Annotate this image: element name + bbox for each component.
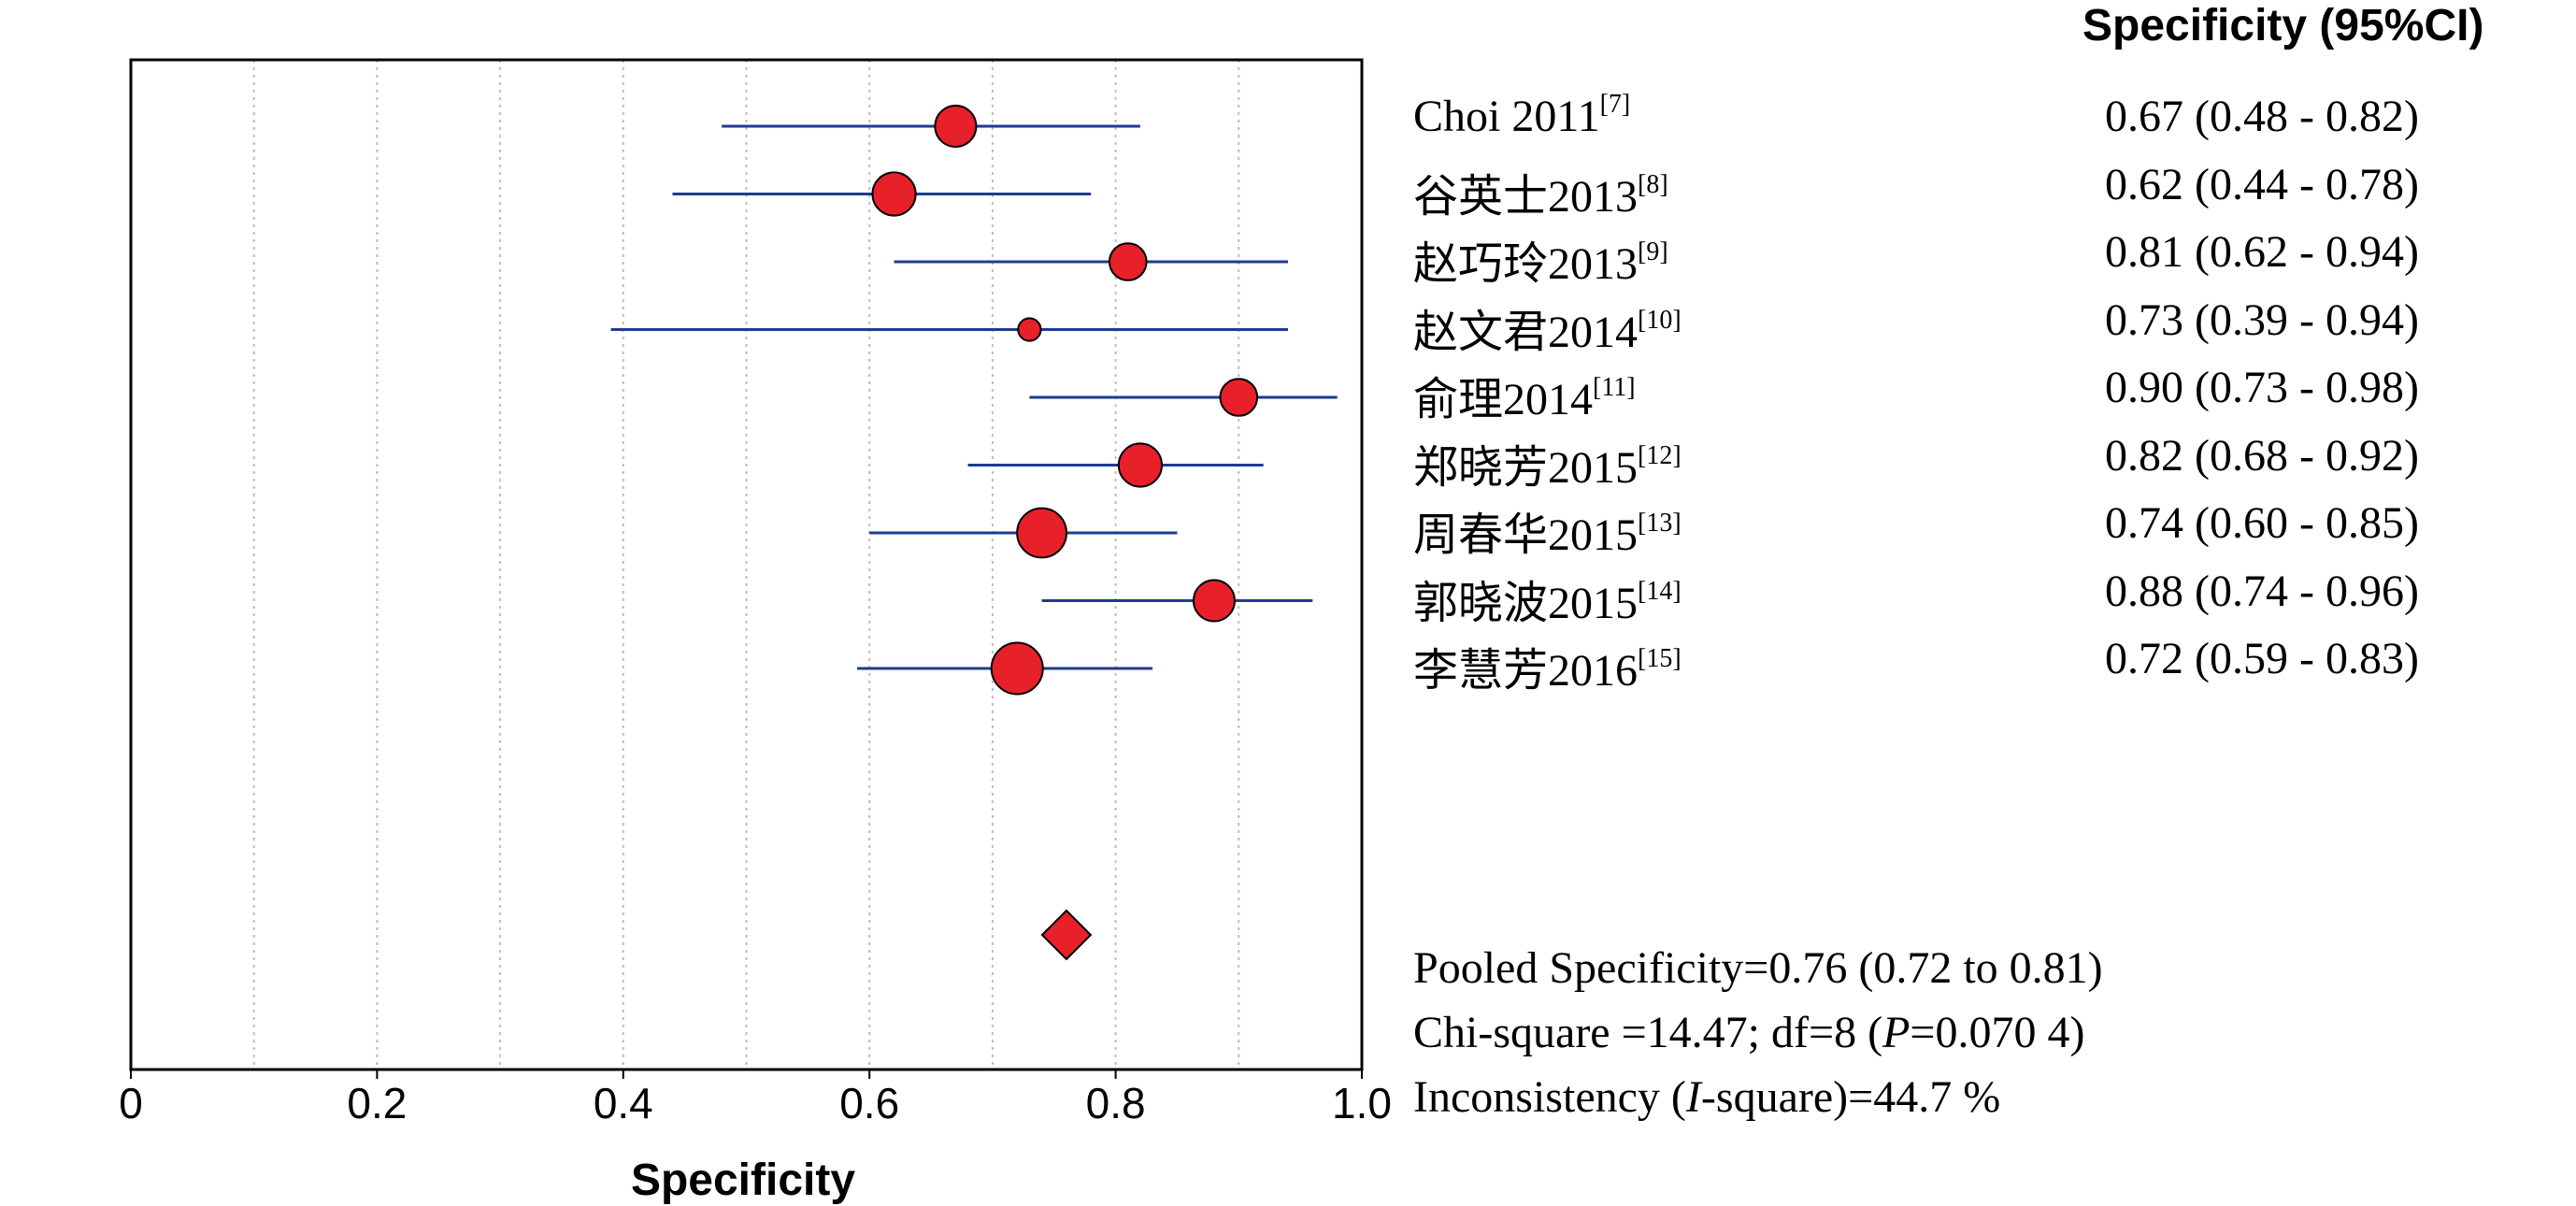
study-row: 赵巧玲2013[9] 0.81 (0.62 - 0.94) — [1413, 226, 2469, 294]
study-marker — [1017, 317, 1042, 342]
pooled-specificity-text: Pooled Specificity=0.76 (0.72 to 0.81) — [1413, 943, 2103, 993]
study-ci-value: 0.88 (0.74 - 0.96) — [2105, 566, 2419, 616]
x-tick-label: 1.0 — [1332, 1079, 1392, 1127]
study-row: 赵文君2014[10] 0.73 (0.39 - 0.94) — [1413, 294, 2469, 363]
x-tick-label: 0.6 — [839, 1079, 899, 1127]
study-ci-value: 0.90 (0.73 - 0.98) — [2105, 363, 2419, 412]
study-reference: [15] — [1638, 644, 1682, 673]
study-ci-value: 0.67 (0.48 - 0.82) — [2105, 92, 2419, 141]
study-name: 李慧芳2016 — [1413, 646, 1639, 696]
study-marker — [1192, 579, 1236, 623]
study-row: 周春华2015[13] 0.74 (0.60 - 0.85) — [1413, 497, 2469, 566]
study-ci-value: 0.62 (0.44 - 0.78) — [2105, 159, 2419, 209]
study-marker — [1016, 507, 1067, 559]
study-reference: [11] — [1593, 373, 1636, 402]
study-row: 谷英士2013[8] 0.62 (0.44 - 0.78) — [1413, 159, 2469, 227]
study-reference: [13] — [1638, 509, 1682, 538]
study-label: Choi 2011[7] — [1413, 91, 1630, 142]
chi-square-text: Chi-square =14.47; df=8 (P=0.070 4) — [1413, 1008, 2085, 1057]
study-marker — [871, 171, 917, 217]
study-ci-value: 0.82 (0.68 - 0.92) — [2105, 430, 2419, 481]
study-reference: [14] — [1638, 576, 1682, 606]
study-reference: [10] — [1638, 305, 1682, 335]
study-marker — [1219, 378, 1259, 417]
study-reference: [7] — [1599, 90, 1631, 119]
study-row: 李慧芳2016[15] 0.72 (0.59 - 0.83) — [1413, 633, 2469, 701]
study-marker — [1108, 242, 1148, 281]
study-reference: [12] — [1638, 440, 1682, 470]
study-reference: [9] — [1638, 237, 1668, 266]
study-name: 赵文君2014 — [1413, 307, 1639, 357]
study-label: 俞理2014[11] — [1413, 362, 1636, 427]
study-row: 俞理2014[11] 0.90 (0.73 - 0.98) — [1413, 362, 2469, 430]
x-tick-label: 0.4 — [594, 1079, 653, 1127]
study-marker — [1117, 442, 1164, 488]
study-name: 周春华2015 — [1413, 510, 1639, 560]
study-label: 赵文君2014[10] — [1413, 294, 1682, 360]
x-tick-label: 0.2 — [347, 1079, 407, 1127]
study-row: Choi 2011[7] 0.67 (0.48 - 0.82) — [1413, 91, 2469, 159]
study-rows: Choi 2011[7] 0.67 (0.48 - 0.82) 谷英士2013[8]… — [1413, 91, 2469, 701]
study-name: 郑晓芳2015 — [1413, 442, 1639, 493]
study-label: 郑晓芳2015[12] — [1413, 430, 1682, 495]
study-name: 俞理2014 — [1413, 375, 1594, 424]
study-label: 赵巧玲2013[9] — [1413, 226, 1668, 292]
grid-lines — [252, 60, 1240, 1070]
x-tick-label: 0.8 — [1086, 1079, 1146, 1127]
study-label: 谷英士2013[8] — [1413, 159, 1668, 224]
study-name: Choi 2011 — [1413, 92, 1600, 141]
pooled-diamond — [1040, 909, 1093, 961]
study-ci-value: 0.73 (0.39 - 0.94) — [2105, 294, 2419, 345]
study-ci-value: 0.81 (0.62 - 0.94) — [2105, 227, 2419, 277]
ci-column-header: Specificity (95%CI) — [2082, 1, 2484, 50]
x-axis-label: Specificity — [631, 1156, 855, 1205]
study-name: 赵巧玲2013 — [1413, 239, 1639, 289]
plot-frame — [129, 58, 1364, 1071]
study-row: 郑晓芳2015[12] 0.82 (0.68 - 0.92) — [1413, 430, 2469, 498]
study-marker — [990, 641, 1044, 696]
inconsistency-text: Inconsistency (I-square)=44.7 % — [1413, 1072, 2001, 1122]
study-label: 郭晓波2015[14] — [1413, 566, 1682, 631]
study-label: 李慧芳2016[15] — [1413, 633, 1682, 698]
summary-stats: Pooled Specificity=0.76 (0.72 to 0.81) C… — [1413, 942, 2103, 1136]
x-ticks: 0 0.2 0.4 0.6 0.8 1.0 — [119, 1070, 1392, 1127]
study-marker — [934, 105, 978, 148]
study-label: 周春华2015[13] — [1413, 497, 1682, 563]
study-row: 郭晓波2015[14] 0.88 (0.74 - 0.96) — [1413, 566, 2469, 634]
study-reference: [8] — [1638, 169, 1668, 199]
study-name: 谷英士2013 — [1413, 171, 1639, 222]
forest-plot: 0 0.2 0.4 0.6 0.8 1.0 Specificity — [119, 58, 1392, 1205]
study-ci-value: 0.72 (0.59 - 0.83) — [2105, 634, 2419, 683]
study-name: 郭晓波2015 — [1413, 578, 1639, 628]
study-markers — [871, 105, 1259, 696]
x-tick-label: 0 — [119, 1079, 143, 1127]
pooled-estimate — [1040, 909, 1093, 961]
study-ci-value: 0.74 (0.60 - 0.85) — [2105, 498, 2419, 548]
